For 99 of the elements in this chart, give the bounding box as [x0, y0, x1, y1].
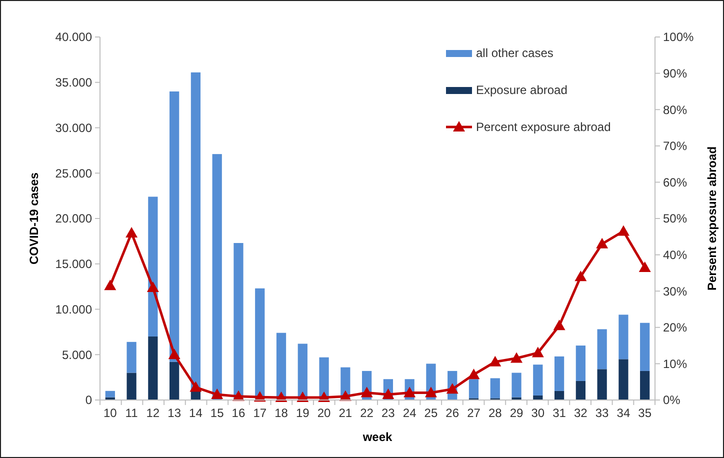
point [424, 386, 437, 398]
y-tick-label: 35.000 [55, 76, 92, 90]
point [211, 388, 224, 400]
legend-label: all other cases [476, 46, 554, 60]
bar [597, 369, 607, 400]
x-tick-label: 17 [253, 406, 267, 420]
x-tick-label: 28 [488, 406, 502, 420]
bar [170, 91, 180, 362]
bar [512, 372, 522, 398]
bar [554, 390, 564, 400]
x-tick-label: 13 [168, 406, 182, 420]
x-tick-label: 18 [274, 406, 288, 420]
y2-tick-label: 10% [663, 356, 688, 371]
y2-tick-label: 40% [663, 248, 688, 262]
point [404, 386, 416, 398]
y-tick-label: 15.000 [55, 257, 92, 272]
point [360, 386, 373, 398]
bar [170, 362, 180, 400]
x-tick-label: 16 [232, 406, 246, 420]
y2-tick-label: 30% [663, 284, 688, 298]
y2-tick-label: 90% [663, 66, 688, 80]
x-tick-label: 33 [595, 406, 610, 420]
bar [234, 243, 244, 400]
y2-tick-label: 50% [663, 212, 688, 226]
bar [255, 288, 265, 400]
point [553, 320, 566, 330]
bar [576, 346, 586, 381]
x-tick-label: 34 [616, 406, 630, 420]
y-tick-label: 10.000 [55, 302, 92, 316]
x-tick-label: 25 [424, 406, 438, 420]
y-axis-title: COVID-19 cases [27, 172, 41, 265]
x-tick-label: 15 [210, 406, 224, 420]
y-tick-label: 5.000 [62, 348, 92, 362]
x-tick-label: 24 [402, 406, 417, 420]
x-tick-label: 11 [125, 406, 138, 420]
x-tick-label: 14 [189, 406, 203, 420]
legend-label: Exposure abroad [476, 83, 568, 98]
bar [618, 314, 628, 360]
x-tick-label: 29 [510, 406, 524, 420]
x-tick-label: 22 [360, 406, 374, 420]
point [190, 381, 202, 392]
bar [126, 342, 136, 373]
bar [148, 196, 158, 336]
point [446, 383, 458, 394]
bar [490, 378, 500, 398]
point [104, 280, 116, 290]
y2-tick-label: 80% [663, 102, 688, 117]
x-tick-label: 23 [382, 406, 396, 420]
point [596, 238, 608, 248]
y2-tick-label: 100% [663, 30, 694, 44]
point [126, 227, 138, 238]
bar [468, 379, 479, 398]
x-tick-label: 26 [446, 406, 460, 420]
bar [105, 390, 115, 398]
x-axis-title: week [362, 430, 392, 444]
point [574, 270, 587, 282]
bar [126, 372, 136, 400]
y-tick-label: 25.000 [55, 166, 92, 180]
y2-tick-label: 60% [663, 175, 688, 190]
bar [576, 380, 586, 400]
x-tick-label: 12 [146, 406, 160, 420]
x-tick-label: 35 [638, 406, 652, 420]
bar [212, 154, 222, 400]
bar [148, 336, 158, 400]
point [468, 368, 480, 380]
y-tick-label: 40.000 [55, 30, 92, 44]
point [146, 281, 159, 292]
point [382, 388, 394, 400]
y-tick-label: 30.000 [55, 120, 92, 135]
x-tick-label: 30 [531, 406, 545, 420]
bar [618, 359, 628, 400]
x-tick-label: 21 [338, 406, 352, 420]
legend-label: Percent exposure abroad [476, 120, 611, 134]
point [617, 225, 630, 236]
point [638, 262, 651, 272]
y-tick-label: 20.000 [55, 212, 92, 226]
x-tick-label: 27 [467, 406, 481, 420]
point [168, 348, 180, 360]
bar [640, 370, 650, 400]
bar [298, 344, 308, 400]
bar [554, 356, 564, 391]
x-tick-label: 32 [574, 406, 588, 420]
y2-axis-title: Persent exposure abroad [705, 146, 719, 291]
y2-tick-label: 20% [663, 320, 688, 335]
bar [533, 364, 543, 396]
point [489, 356, 502, 366]
x-tick-label: 20 [317, 406, 332, 420]
x-tick-label: 10 [103, 406, 118, 420]
y2-tick-label: 70% [663, 139, 688, 154]
y-tick-label: 0 [85, 393, 92, 408]
bar [190, 72, 201, 391]
point [510, 352, 523, 363]
x-tick-label: 19 [296, 406, 310, 420]
bar [640, 322, 650, 371]
point [532, 346, 544, 358]
x-tick-label: 31 [552, 406, 566, 420]
bar [276, 332, 286, 400]
bar [597, 329, 607, 370]
y2-tick-label: 0% [663, 393, 681, 408]
